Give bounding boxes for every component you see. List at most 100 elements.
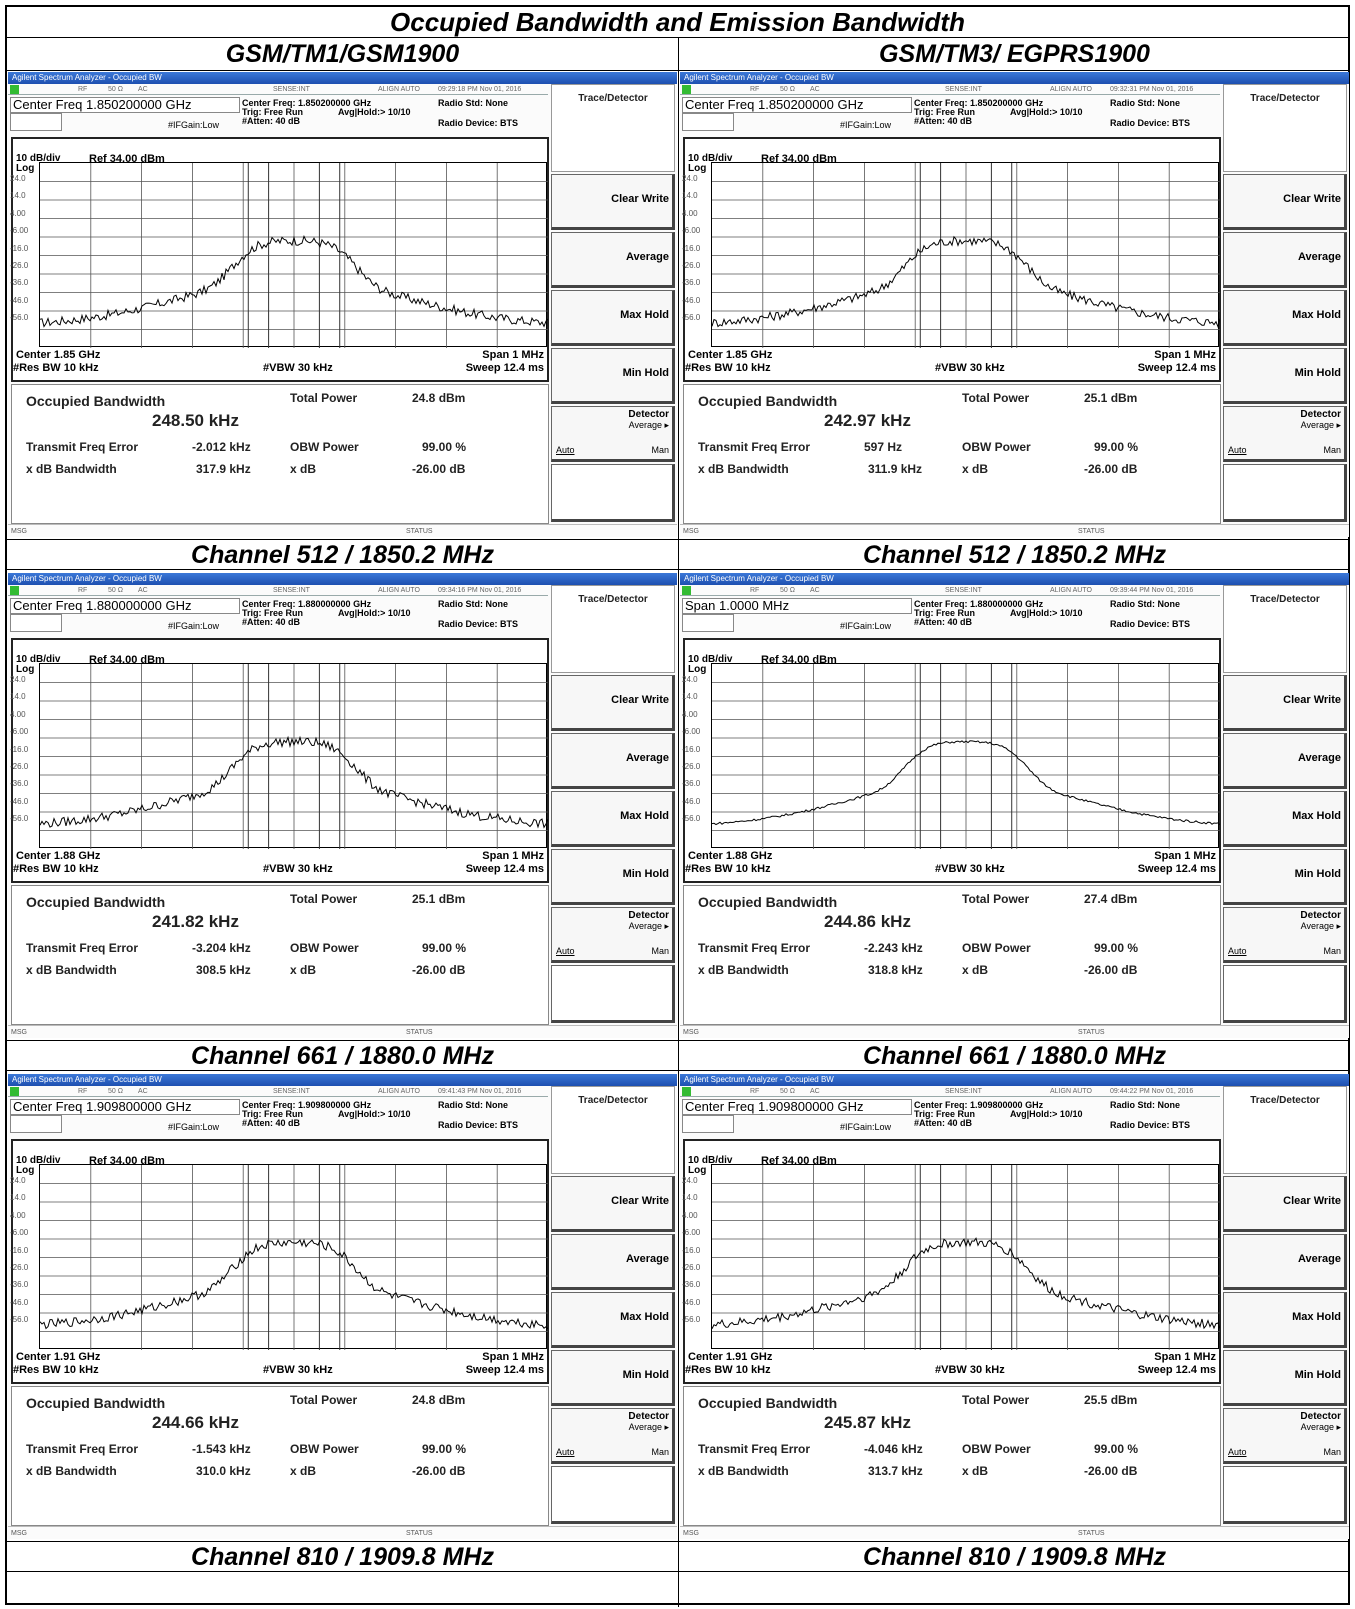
total-power-value: 25.5 dBm	[1084, 1393, 1138, 1407]
softkey-clear-write[interactable]: Clear Write	[1223, 1176, 1347, 1232]
center-freq-input[interactable]: Center Freq 1.850200000 GHz	[10, 97, 240, 113]
center-freq-subfield[interactable]	[10, 614, 62, 632]
softkey-menu-title: Trace/Detector	[1223, 585, 1347, 673]
y-tick-label: 24.0	[682, 675, 698, 684]
softkey-detector[interactable]: Detector Average ▸ Auto Man	[1223, 406, 1347, 462]
softkey-blank[interactable]	[1223, 965, 1347, 1023]
softkey-min-hold[interactable]: Min Hold	[1223, 849, 1347, 905]
softkey-max-hold[interactable]: Max Hold	[551, 290, 675, 346]
softkey-blank[interactable]	[551, 1466, 675, 1524]
xdb-bandwidth-label: x dB Bandwidth	[698, 462, 789, 476]
softkey-average[interactable]: Average	[1223, 1234, 1347, 1290]
softkey-min-hold[interactable]: Min Hold	[1223, 348, 1347, 404]
softkey-detector[interactable]: Detector Average ▸ Auto Man	[551, 907, 675, 963]
y-tick-label: 24.0	[682, 1176, 698, 1185]
occupied-bw-value: 241.82 kHz	[152, 912, 239, 931]
obw-power-label: OBW Power	[290, 440, 359, 454]
vbw-label: #VBW 30 kHz	[935, 362, 1005, 374]
res-bw-label: #Res BW 10 kHz	[685, 1364, 771, 1376]
radio-device-readout: Radio Device: BTS	[438, 619, 519, 629]
softkey-min-hold[interactable]: Min Hold	[551, 1350, 675, 1406]
res-bw-label: #Res BW 10 kHz	[685, 362, 771, 374]
center-freq-input[interactable]: Center Freq 1.850200000 GHz	[682, 97, 912, 113]
detector-man-label: Man	[651, 1447, 669, 1457]
softkey-blank[interactable]	[551, 965, 675, 1023]
softkey-max-hold[interactable]: Max Hold	[551, 1292, 675, 1348]
center-freq-input[interactable]: Center Freq 1.909800000 GHz	[10, 1099, 240, 1115]
softkey-blank[interactable]	[551, 464, 675, 522]
softkey-detector[interactable]: Detector Average ▸ Auto Man	[1223, 907, 1347, 963]
y-tick-label: -46.0	[682, 1297, 701, 1307]
softkey-blank[interactable]	[1223, 464, 1347, 522]
center-freq-input[interactable]: Center Freq 1.909800000 GHz	[682, 1099, 912, 1115]
softkey-max-hold[interactable]: Max Hold	[551, 791, 675, 847]
softkey-max-hold[interactable]: Max Hold	[1223, 791, 1347, 847]
softkey-min-hold[interactable]: Min Hold	[551, 849, 675, 905]
total-power-label: Total Power	[290, 892, 358, 906]
message-bar: MSG STATUS	[680, 524, 1349, 537]
softkey-label: Average	[1297, 1253, 1341, 1265]
softkey-blank[interactable]	[1223, 1466, 1347, 1524]
center-freq-subfield[interactable]	[682, 614, 734, 632]
y-tick-label: -36.0	[10, 779, 29, 789]
softkey-clear-write[interactable]: Clear Write	[1223, 675, 1347, 731]
column-divider	[678, 71, 679, 1607]
center-freq-subfield[interactable]	[682, 113, 734, 131]
ifgain-readout: #IFGain:Low	[840, 621, 892, 631]
table-title: Occupied Bandwidth and Emission Bandwidt…	[7, 7, 1348, 38]
softkey-detector[interactable]: Detector Average ▸ Auto Man	[551, 1408, 675, 1464]
softkey-detector[interactable]: Detector Average ▸ Auto Man	[1223, 1408, 1347, 1464]
softkey-min-hold[interactable]: Min Hold	[551, 348, 675, 404]
softkey-clear-write[interactable]: Clear Write	[551, 1176, 675, 1232]
channel-caption: Channel 810 / 1909.8 MHz	[679, 1541, 1350, 1572]
y-tick-label: -36.0	[10, 278, 29, 288]
softkey-max-hold[interactable]: Max Hold	[1223, 290, 1347, 346]
center-freq-subfield[interactable]	[10, 1115, 62, 1133]
softkey-average[interactable]: Average	[551, 1234, 675, 1290]
softkey-min-hold[interactable]: Min Hold	[1223, 1350, 1347, 1406]
xdb-bandwidth-label: x dB Bandwidth	[26, 462, 117, 476]
y-tick-label: -36.0	[682, 779, 701, 789]
softkey-detector[interactable]: Detector Average ▸ Auto Man	[551, 406, 675, 462]
spectrum-plot	[711, 1164, 1220, 1350]
center-label: Center 1.85 GHz	[16, 349, 101, 361]
center-freq-subfield[interactable]	[682, 1115, 734, 1133]
occupied-bw-value: 242.97 kHz	[824, 411, 911, 430]
obw-power-value: 99.00 %	[422, 440, 467, 454]
softkey-menu-title: Trace/Detector	[551, 84, 675, 172]
analyzer-screenshot: Agilent Spectrum Analyzer - Occupied BW …	[680, 72, 1349, 537]
spectrum-trace-svg	[712, 1165, 1220, 1350]
detector-man-label: Man	[651, 445, 669, 455]
center-label: Center 1.88 GHz	[16, 850, 101, 862]
center-freq-input[interactable]: Center Freq 1.880000000 GHz	[10, 598, 240, 614]
softkey-clear-write[interactable]: Clear Write	[1223, 174, 1347, 230]
tx-freq-error-label: Transmit Freq Error	[698, 1442, 811, 1456]
log-label: Log	[688, 1165, 707, 1176]
y-tick-label: -16.0	[10, 744, 29, 754]
softkey-max-hold[interactable]: Max Hold	[1223, 1292, 1347, 1348]
message-bar: MSG STATUS	[8, 1526, 677, 1539]
xdb-bandwidth-label: x dB Bandwidth	[698, 1464, 789, 1478]
status-bar: RF 50 Ω AC SENSE:INT ALIGN AUTO 09:41:43…	[8, 1086, 548, 1097]
detector-auto-label: Auto	[556, 1447, 575, 1457]
softkey-clear-write[interactable]: Clear Write	[551, 174, 675, 230]
center-freq-input[interactable]: Span 1.0000 MHz	[682, 598, 912, 614]
span-label: Span 1 MHz	[1154, 850, 1216, 862]
avg-hold-readout: Avg|Hold:> 10/10	[338, 608, 411, 618]
detector-label: Detector	[628, 910, 669, 921]
softkey-average[interactable]: Average	[551, 733, 675, 789]
softkey-clear-write[interactable]: Clear Write	[551, 675, 675, 731]
softkey-average[interactable]: Average	[1223, 232, 1347, 288]
softkey-average[interactable]: Average	[1223, 733, 1347, 789]
xdb-bandwidth-value: 310.0 kHz	[196, 1464, 251, 1478]
softkey-average[interactable]: Average	[551, 232, 675, 288]
softkey-menu-title: Trace/Detector	[551, 585, 675, 673]
vbw-label: #VBW 30 kHz	[263, 362, 333, 374]
tx-freq-error-value: -4.046 kHz	[864, 1442, 923, 1456]
center-freq-subfield[interactable]	[10, 113, 62, 131]
y-tick-label: -16.0	[10, 1245, 29, 1255]
msg-label: MSG	[11, 1029, 27, 1036]
detector-average-label: Average ▸	[628, 921, 669, 931]
msg-label: MSG	[683, 528, 699, 535]
y-tick-label: -46.0	[682, 796, 701, 806]
